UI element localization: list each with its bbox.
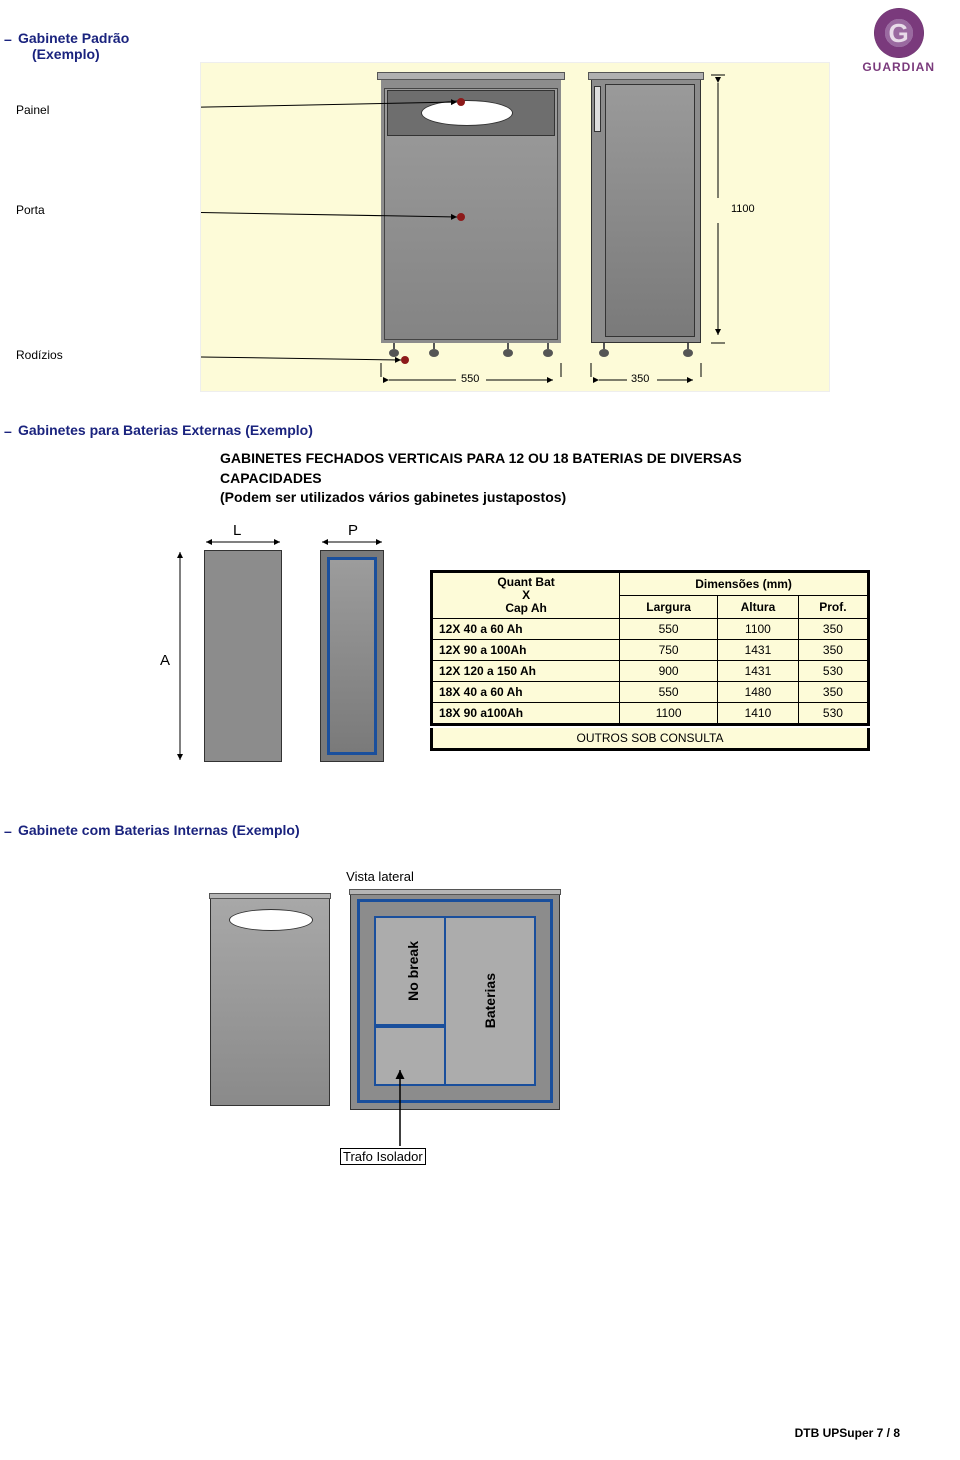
- section3: – Gabinete com Baterias Internas (Exempl…: [0, 822, 880, 1152]
- section2: – Gabinetes para Baterias Externas (Exem…: [0, 422, 880, 782]
- pointer-dot: [457, 213, 465, 221]
- cabinet-diagram-panel: Painel Porta Rodízios 1100 550 350: [200, 62, 830, 392]
- front3: [210, 896, 330, 1106]
- hdr-qb1: Quant Bat: [497, 575, 554, 589]
- label-L: L: [233, 522, 241, 539]
- section2-bold1: GABINETES FECHADOS VERTICAIS PARA 12 OU …: [220, 449, 780, 488]
- label-painel: Painel: [16, 103, 66, 117]
- cabinet-side: [591, 78, 701, 343]
- section1-title1: Gabinete Padrão: [18, 30, 129, 46]
- dimensions-table: Quant Bat X Cap Ah Dimensões (mm) Largur…: [430, 570, 870, 752]
- section3-heading: Gabinete com Baterias Internas (Exemplo): [18, 822, 300, 838]
- dash-icon: –: [4, 423, 18, 439]
- brand-logo: GUARDIAN: [862, 8, 935, 74]
- hdr-qb2: X: [522, 588, 530, 602]
- side3: No break Baterias: [350, 892, 560, 1110]
- hdr-qb3: Cap Ah: [505, 601, 547, 615]
- diagram-internal-batteries: No break Baterias Trafo Isolador: [210, 892, 580, 1152]
- logo-g-icon: [874, 8, 924, 58]
- baterias-box: Baterias: [444, 916, 536, 1086]
- table-row: 12X 120 a 150 Ah 900 1431 530: [432, 661, 869, 682]
- nobreak-box: No break: [374, 916, 452, 1026]
- label-P: P: [348, 522, 358, 539]
- box-P: [320, 550, 384, 762]
- table-row: 18X 40 a 60 Ah 550 1480 350: [432, 682, 869, 703]
- hdr-dim: Dimensões (mm): [620, 571, 869, 595]
- label-porta: Porta: [16, 203, 66, 217]
- table-row: 12X 40 a 60 Ah 550 1100 350: [432, 619, 869, 640]
- dim-1100: 1100: [731, 203, 755, 215]
- diagram-LP: L P A: [160, 522, 880, 782]
- baterias-label: Baterias: [482, 973, 498, 1028]
- logo-text: GUARDIAN: [862, 60, 935, 74]
- page: GUARDIAN – Gabinete Padrão (Exemplo): [0, 0, 960, 1460]
- dim-350: 350: [631, 373, 649, 385]
- section2-bold2: (Podem ser utilizados vários gabinetes j…: [220, 488, 780, 508]
- hdr-alt: Altura: [718, 596, 799, 619]
- cabinet-front: [381, 78, 561, 343]
- section1-heading: – Gabinete Padrão (Exemplo): [4, 30, 880, 62]
- table-row: 18X 90 a100Ah 1100 1410 530: [432, 703, 869, 725]
- dash-icon: –: [4, 31, 18, 47]
- pointer-dot: [457, 98, 465, 106]
- hdr-larg: Largura: [620, 596, 718, 619]
- ellipse-icon: [229, 909, 313, 931]
- dash-icon: –: [4, 823, 18, 839]
- hdr-prof: Prof.: [798, 596, 868, 619]
- nobreak-label: No break: [405, 941, 421, 1001]
- label-rodizios: Rodízios: [16, 348, 76, 362]
- page-footer: DTB UPSuper 7 / 8: [795, 1426, 900, 1440]
- vista-caption: Vista lateral: [270, 869, 490, 884]
- table-footer: OUTROS SOB CONSULTA: [430, 728, 870, 751]
- trafo-box: [374, 1026, 452, 1086]
- section1-title2: (Exemplo): [32, 46, 100, 62]
- ellipse-icon: [421, 100, 513, 126]
- table-row: 12X 90 a 100Ah 750 1431 350: [432, 640, 869, 661]
- section2-heading: Gabinetes para Baterias Externas (Exempl…: [18, 422, 313, 438]
- box-L: [204, 550, 282, 762]
- dim-550: 550: [461, 373, 479, 385]
- label-A: A: [160, 652, 170, 669]
- trafo-label: Trafo Isolador: [340, 1148, 426, 1165]
- pointer-dot: [401, 356, 409, 364]
